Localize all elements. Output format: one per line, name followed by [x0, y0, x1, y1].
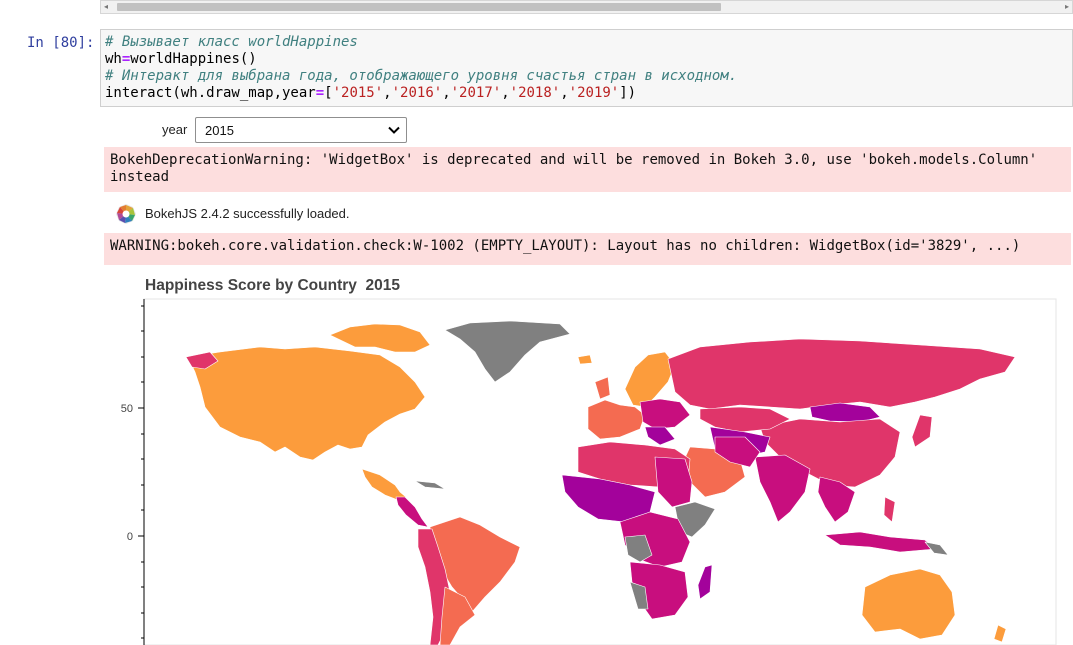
country-papua[interactable] [924, 541, 949, 556]
empty-layout-warning: WARNING:bokeh.core.validation.check:W-10… [104, 233, 1071, 265]
scrollbar-thumb[interactable] [117, 3, 721, 11]
country-argentina[interactable] [439, 586, 476, 645]
bokeh-logo-icon [116, 204, 136, 224]
horizontal-scrollbar[interactable]: ◂ ▸ [100, 0, 1073, 14]
code-line-2: wh=worldHappines() [105, 51, 257, 67]
year-label: year [162, 122, 188, 137]
country-usa-canada[interactable] [187, 346, 426, 461]
country-iceland[interactable] [577, 354, 593, 365]
code-comment-2: # Интеракт для выбрана года, отображающе… [105, 68, 738, 84]
country-greenland[interactable] [444, 320, 571, 383]
country-balkans[interactable] [644, 426, 676, 446]
country-southeast-asia[interactable] [817, 476, 856, 523]
country-cuba[interactable] [414, 480, 446, 490]
country-uk-ireland[interactable] [594, 376, 611, 400]
y-tick-label: 0 [127, 531, 133, 543]
scroll-left-icon[interactable]: ◂ [104, 2, 109, 11]
code-cell[interactable]: # Вызывает класс worldHappines wh=worldH… [100, 29, 1073, 107]
country-india[interactable] [754, 454, 811, 523]
year-dropdown-value: 2015 [205, 123, 234, 138]
country-namibia[interactable] [629, 581, 649, 610]
country-western-europe[interactable] [587, 399, 646, 440]
country-drc-region[interactable] [624, 534, 653, 563]
country-iran[interactable] [714, 436, 761, 468]
plot-title: Happiness Score by Country 2015 [145, 277, 400, 294]
happiness-map[interactable]: 50 0 [100, 297, 1073, 645]
y-tick-label: 50 [121, 403, 133, 415]
deprecation-warning: BokehDeprecationWarning: 'WidgetBox' is … [104, 147, 1071, 192]
chevron-down-icon [388, 126, 400, 134]
country-alaska[interactable] [185, 351, 219, 370]
country-egypt-sudan[interactable] [654, 456, 693, 508]
country-central-america[interactable] [395, 496, 429, 528]
country-madagascar[interactable] [697, 564, 713, 600]
country-russia[interactable] [667, 338, 1016, 410]
cell-prompt: In [80]: [27, 35, 95, 51]
code-comment-1: # Вызывает класс worldHappines [105, 34, 358, 50]
code-line-4: interact(wh.draw_map,year=['2015','2016'… [105, 85, 637, 101]
year-dropdown[interactable]: 2015 [195, 117, 407, 143]
scroll-right-icon[interactable]: ▸ [1064, 2, 1069, 11]
country-new-zealand[interactable] [993, 624, 1007, 643]
country-kazakhstan[interactable] [699, 406, 791, 433]
country-japan[interactable] [911, 414, 933, 448]
y-axis-ticks [138, 305, 144, 639]
bokeh-loaded-text: BokehJS 2.4.2 successfully loaded. [145, 206, 350, 221]
country-canada-islands[interactable] [329, 323, 431, 353]
country-australia[interactable] [861, 568, 956, 640]
country-philippines[interactable] [883, 496, 896, 523]
country-eastern-europe[interactable] [639, 398, 691, 430]
